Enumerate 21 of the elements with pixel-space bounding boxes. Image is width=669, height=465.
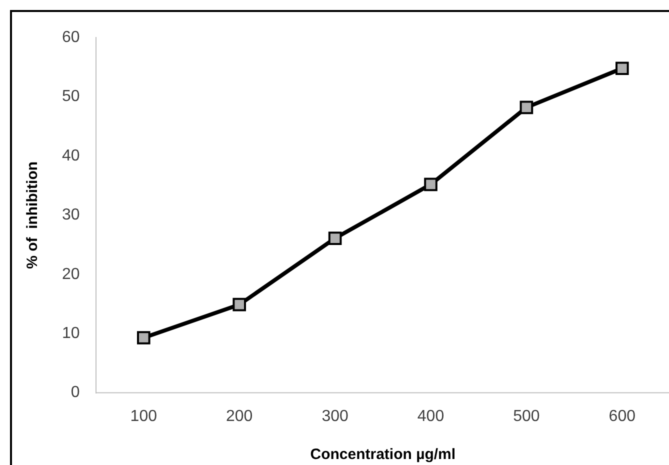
- x-tick-label: 200: [226, 408, 253, 425]
- y-tick-label: 0: [70, 384, 80, 402]
- y-axis-title: % of inhibition: [24, 161, 42, 269]
- point: [328, 232, 342, 245]
- point: [520, 100, 534, 114]
- x-tick-label: 500: [513, 408, 540, 425]
- point: [615, 62, 629, 76]
- x-tick-label: 100: [130, 408, 158, 425]
- x-tick-label: 400: [417, 408, 444, 425]
- y-tick-label: 30: [62, 206, 80, 224]
- y-tick-label: 40: [62, 147, 80, 164]
- point: [424, 178, 438, 192]
- y-tick-label: 20: [62, 266, 80, 283]
- x-tick-label: 600: [608, 408, 636, 425]
- point: [232, 298, 246, 312]
- y-tick-label: 50: [62, 88, 80, 106]
- x-tick-label: 300: [322, 408, 348, 425]
- y-tick-label: 60: [62, 29, 80, 46]
- y-tick-label: 10: [62, 325, 80, 342]
- x-axis-title: Concentration µg/ml: [310, 446, 456, 464]
- point: [136, 331, 150, 344]
